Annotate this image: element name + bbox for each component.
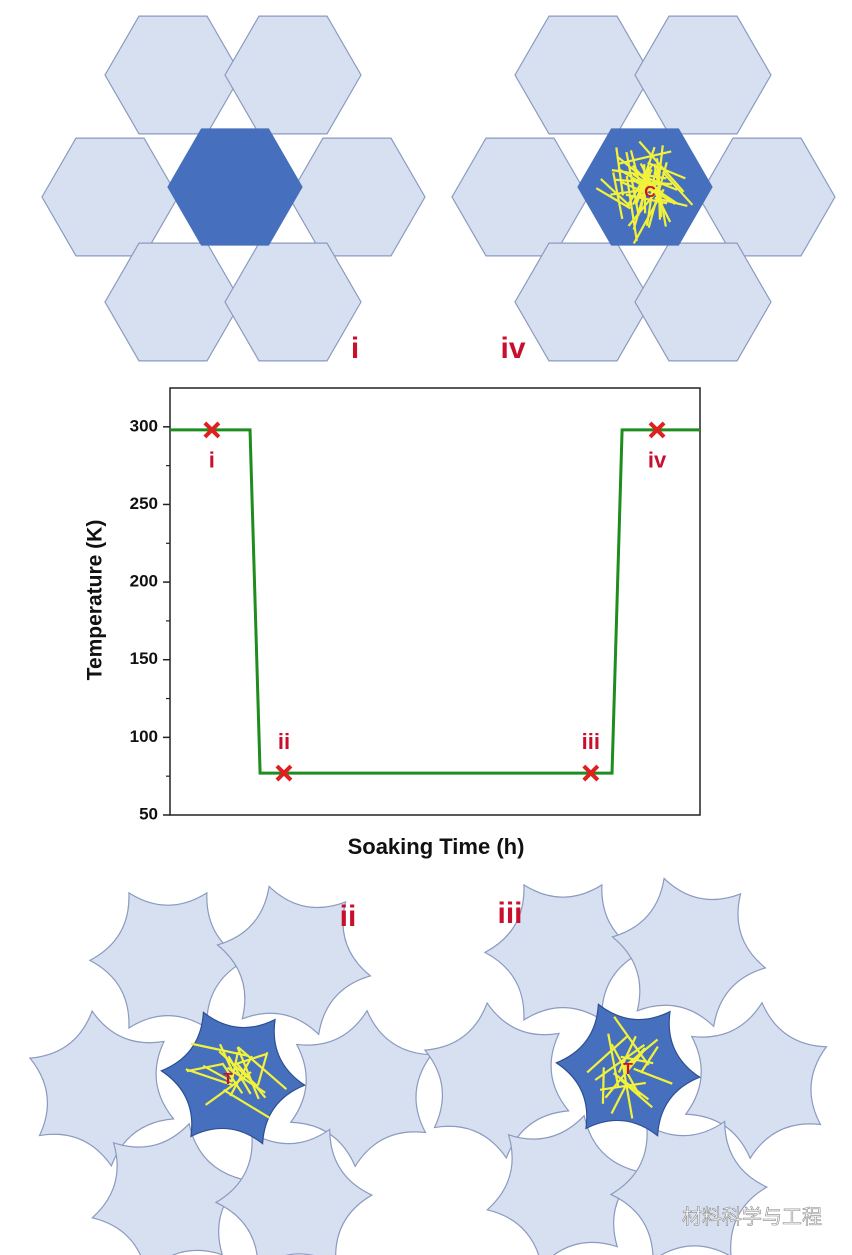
hexagon (104, 242, 242, 362)
rod (595, 187, 631, 210)
y-tick-label: 250 (130, 494, 158, 513)
hexagon (514, 242, 652, 362)
rod (634, 172, 651, 206)
y-axis-label: Temperature (K) (84, 520, 107, 681)
rod (625, 175, 638, 242)
rod (612, 172, 624, 220)
rod (586, 1035, 629, 1074)
center-label: T (223, 1071, 233, 1088)
y-tick-label: 50 (139, 804, 158, 823)
hexagon (451, 137, 589, 257)
rod (615, 147, 625, 196)
rod (625, 151, 640, 216)
star-grain (91, 1122, 245, 1255)
rod (607, 1033, 620, 1087)
star-grain (423, 1001, 570, 1160)
marker-stroke (275, 764, 293, 782)
hexagon (634, 242, 772, 362)
rod (654, 196, 688, 208)
hexagon (634, 15, 772, 135)
y-tick-label: 200 (130, 572, 158, 591)
hexagon (698, 137, 836, 257)
rod (601, 1067, 605, 1104)
point-label: ii (278, 729, 290, 754)
rod (610, 1043, 642, 1098)
rod (638, 140, 685, 193)
plot-frame (169, 387, 701, 816)
panel-label: i (351, 332, 359, 365)
rod (647, 161, 686, 180)
rod (226, 1066, 266, 1094)
point-label: i (209, 448, 215, 473)
point-marker (648, 421, 666, 439)
rod (613, 1016, 650, 1066)
hexagon (41, 137, 179, 257)
point-marker (582, 764, 600, 782)
rod (185, 1068, 233, 1086)
x-axis-label: Soaking Time (h) (348, 834, 525, 859)
rod (617, 1035, 637, 1073)
point-label: iv (648, 448, 667, 473)
rod (231, 1053, 267, 1067)
star-grain (216, 885, 372, 1036)
marker-stroke (582, 764, 600, 782)
rod (599, 1081, 646, 1091)
rod (612, 1072, 650, 1101)
star-grain (28, 1009, 175, 1168)
rod (632, 173, 679, 205)
hexagon (224, 242, 362, 362)
hexagon (288, 137, 426, 257)
rod (655, 158, 663, 218)
hexagon (514, 15, 652, 135)
watermark: 材料科学与工程 (682, 1205, 822, 1228)
star-grain (684, 1001, 828, 1160)
rod (230, 1051, 239, 1083)
y-tick-label: 100 (130, 727, 158, 746)
rod (633, 1067, 673, 1085)
point-label: iii (582, 729, 600, 754)
panel-label: iii (497, 897, 522, 930)
hexagon (167, 128, 303, 246)
center-label: T (623, 1061, 633, 1078)
point-marker (275, 764, 293, 782)
marker-stroke (203, 421, 221, 439)
panel-label: iv (500, 332, 525, 365)
rod (617, 167, 676, 205)
star-grain (611, 877, 767, 1028)
point-marker (203, 421, 221, 439)
hexagon (104, 15, 242, 135)
y-tick-label: 150 (130, 649, 158, 668)
center-label: C (644, 184, 656, 201)
rod (223, 1088, 270, 1119)
rod (627, 190, 658, 227)
rod (661, 171, 694, 206)
star-grain (486, 1114, 640, 1255)
rod (604, 1050, 645, 1099)
marker-stroke (648, 421, 666, 439)
temperature-line (170, 428, 700, 775)
rod (202, 1064, 232, 1083)
star-grain (88, 891, 248, 1030)
diagrams (28, 15, 836, 1255)
hexagon (224, 15, 362, 135)
rod (616, 155, 664, 194)
rod (610, 1082, 628, 1115)
rod (600, 178, 631, 207)
rod (237, 1046, 288, 1091)
panel-label: ii (340, 900, 357, 933)
rod (639, 1046, 659, 1074)
rod (190, 1042, 249, 1058)
y-tick-label: 300 (130, 416, 158, 435)
rod (236, 1063, 267, 1099)
